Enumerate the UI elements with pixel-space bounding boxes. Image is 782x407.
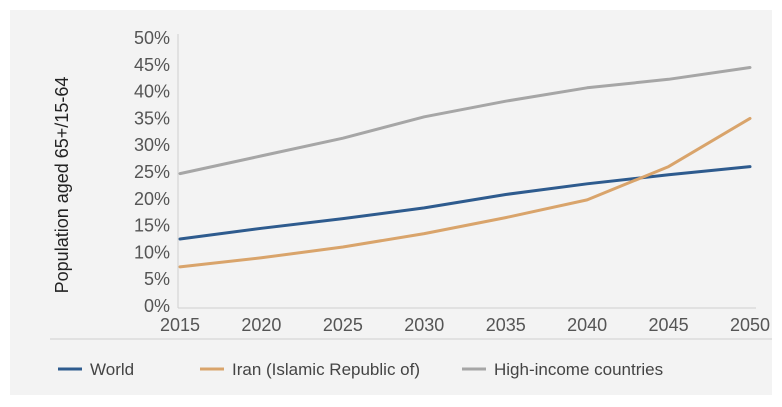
series-line-iran-islamic-republic-of	[178, 116, 752, 269]
x-tick-label: 2045	[649, 315, 689, 335]
y-tick-label: 40%	[134, 82, 170, 102]
y-tick-label: 45%	[134, 55, 170, 75]
x-tick-label: 2035	[486, 315, 526, 335]
chart-panel: 0% 5% 10% 15% 20% 25% 30% 35% 40% 45% 50% 2015 2020 2…	[10, 10, 772, 395]
y-axis-label: Population aged 65+/15-64	[52, 77, 72, 294]
legend-label: World	[90, 360, 134, 379]
legend-label: Iran (Islamic Republic of)	[232, 360, 420, 379]
y-tick-label: 10%	[134, 242, 170, 262]
legend-label: High-income countries	[494, 360, 663, 379]
y-tick-label: 30%	[134, 135, 170, 155]
x-tick-label: 2040	[567, 315, 607, 335]
x-tick-label: 2025	[323, 315, 363, 335]
series-line-world	[178, 165, 752, 241]
y-tick-label: 0%	[144, 296, 170, 316]
x-tick-label: 2020	[241, 315, 281, 335]
y-tick-label: 50%	[134, 28, 170, 48]
x-tick-label: 2015	[160, 315, 200, 335]
y-tick-label: 15%	[134, 216, 170, 236]
y-tick-label: 5%	[144, 269, 170, 289]
series-line-high-income-countries	[178, 66, 752, 176]
line-chart: 0% 5% 10% 15% 20% 25% 30% 35% 40% 45% 50% 2015 2020 2…	[50, 28, 772, 379]
x-tick-label: 2050	[730, 315, 770, 335]
x-tick-label: 2030	[404, 315, 444, 335]
y-tick-label: 35%	[134, 108, 170, 128]
y-tick-label: 20%	[134, 189, 170, 209]
y-tick-label: 25%	[134, 162, 170, 182]
